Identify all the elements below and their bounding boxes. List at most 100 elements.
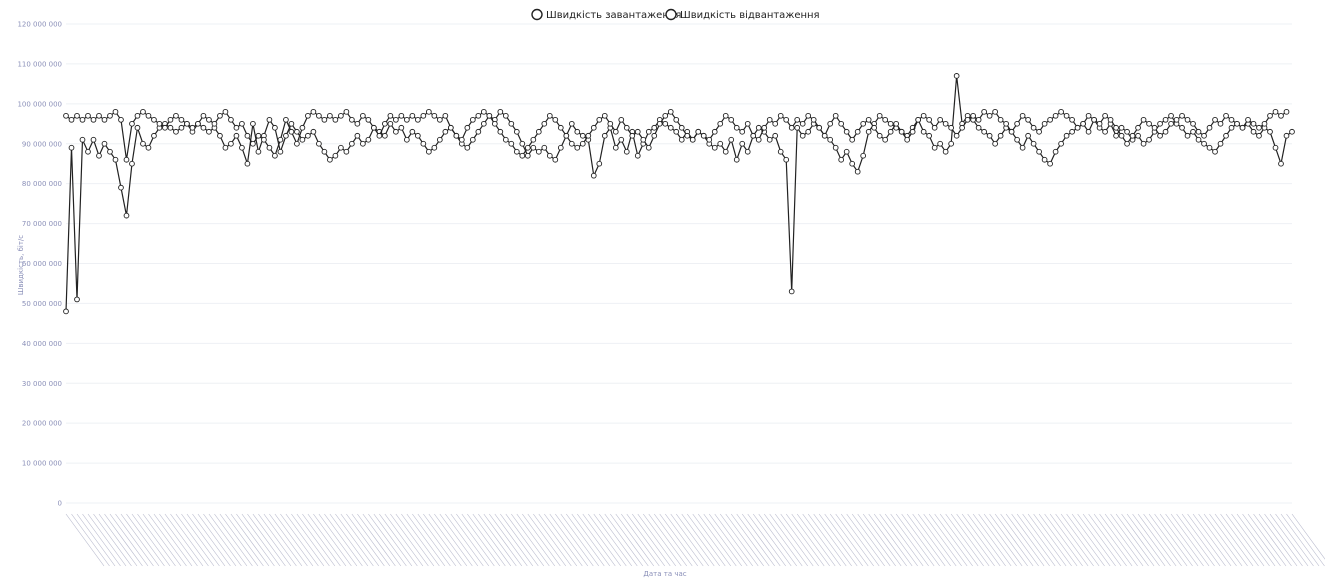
data-point[interactable] — [744, 148, 751, 155]
data-point[interactable] — [63, 112, 69, 119]
data-point[interactable] — [85, 112, 91, 119]
data-point[interactable] — [184, 120, 190, 127]
data-point[interactable] — [673, 116, 680, 123]
data-point[interactable] — [1107, 116, 1114, 123]
data-point[interactable] — [112, 108, 119, 115]
data-point[interactable] — [79, 136, 86, 143]
data-point[interactable] — [871, 124, 878, 131]
data-point[interactable] — [310, 108, 317, 115]
data-point[interactable] — [1195, 128, 1202, 135]
data-point[interactable] — [805, 112, 812, 119]
data-point[interactable] — [1118, 124, 1125, 131]
data-point[interactable] — [1052, 148, 1059, 155]
data-point[interactable] — [387, 120, 394, 127]
data-point[interactable] — [321, 148, 328, 155]
data-point[interactable] — [431, 112, 438, 119]
data-point[interactable] — [497, 108, 504, 115]
data-point[interactable] — [151, 132, 157, 139]
data-point[interactable] — [266, 116, 273, 123]
data-point[interactable] — [1283, 132, 1290, 139]
data-point[interactable] — [1063, 112, 1070, 119]
data-point[interactable] — [975, 116, 982, 123]
data-point[interactable] — [233, 124, 240, 131]
data-point[interactable] — [953, 132, 960, 139]
data-point[interactable] — [1184, 132, 1191, 139]
data-point[interactable] — [772, 132, 779, 139]
data-point[interactable] — [1267, 112, 1273, 119]
data-point[interactable] — [1014, 120, 1020, 127]
data-point[interactable] — [96, 112, 102, 119]
data-point[interactable] — [667, 108, 674, 115]
data-point[interactable] — [623, 148, 630, 155]
data-point[interactable] — [827, 120, 834, 127]
data-point[interactable] — [404, 116, 410, 123]
data-point[interactable] — [1140, 116, 1147, 123]
data-point[interactable] — [299, 124, 306, 131]
data-point[interactable] — [1014, 136, 1020, 143]
data-point[interactable] — [788, 288, 795, 295]
data-point[interactable] — [513, 148, 520, 155]
data-point[interactable] — [107, 148, 113, 155]
data-point[interactable] — [123, 156, 130, 163]
data-point[interactable] — [948, 124, 954, 131]
data-point[interactable] — [1135, 132, 1141, 139]
data-point[interactable] — [316, 140, 322, 147]
data-point[interactable] — [519, 140, 526, 147]
data-point[interactable] — [893, 120, 900, 127]
data-point[interactable] — [134, 112, 141, 119]
data-point[interactable] — [931, 144, 938, 151]
data-point[interactable] — [535, 148, 542, 155]
data-point[interactable] — [1019, 144, 1026, 151]
data-point[interactable] — [860, 152, 867, 159]
data-point[interactable] — [942, 120, 949, 127]
data-point[interactable] — [612, 128, 619, 135]
data-point[interactable] — [68, 144, 75, 151]
data-point[interactable] — [393, 128, 399, 135]
data-point[interactable] — [783, 156, 790, 163]
data-point[interactable] — [876, 132, 883, 139]
data-point[interactable] — [926, 132, 933, 139]
data-point[interactable] — [140, 140, 146, 147]
data-point[interactable] — [1041, 120, 1048, 127]
data-point[interactable] — [1272, 144, 1279, 151]
data-point[interactable] — [755, 136, 762, 143]
data-point[interactable] — [1124, 140, 1130, 147]
data-point[interactable] — [195, 120, 201, 127]
data-point[interactable] — [228, 116, 234, 123]
data-point[interactable] — [250, 140, 256, 147]
data-point[interactable] — [480, 120, 487, 127]
data-point[interactable] — [541, 120, 548, 127]
data-point[interactable] — [596, 116, 603, 123]
data-point[interactable] — [1058, 140, 1064, 147]
data-point[interactable] — [1129, 132, 1136, 139]
data-point[interactable] — [937, 140, 943, 147]
data-point[interactable] — [651, 132, 658, 139]
data-point[interactable] — [475, 112, 482, 119]
data-point[interactable] — [1212, 116, 1218, 123]
data-point[interactable] — [986, 132, 993, 139]
data-point[interactable] — [272, 124, 278, 131]
data-point[interactable] — [964, 116, 971, 123]
data-point[interactable] — [629, 132, 636, 139]
data-point[interactable] — [140, 108, 146, 115]
data-point[interactable] — [1036, 128, 1042, 135]
data-point[interactable] — [1113, 132, 1119, 139]
data-point[interactable] — [354, 120, 361, 127]
data-point[interactable] — [876, 112, 883, 119]
data-point[interactable] — [173, 128, 179, 135]
data-point[interactable] — [816, 124, 823, 131]
data-point[interactable] — [1030, 140, 1037, 147]
data-point[interactable] — [805, 128, 812, 135]
data-point[interactable] — [398, 112, 405, 119]
data-point[interactable] — [1157, 132, 1163, 139]
data-point[interactable] — [1074, 124, 1081, 131]
data-point[interactable] — [904, 136, 911, 143]
data-point[interactable] — [865, 116, 872, 123]
data-point[interactable] — [794, 124, 801, 131]
data-point[interactable] — [1168, 120, 1174, 127]
data-point[interactable] — [332, 152, 339, 159]
data-point[interactable] — [634, 152, 641, 159]
data-point[interactable] — [1190, 120, 1196, 127]
data-point[interactable] — [711, 128, 718, 135]
data-point[interactable] — [458, 136, 465, 143]
